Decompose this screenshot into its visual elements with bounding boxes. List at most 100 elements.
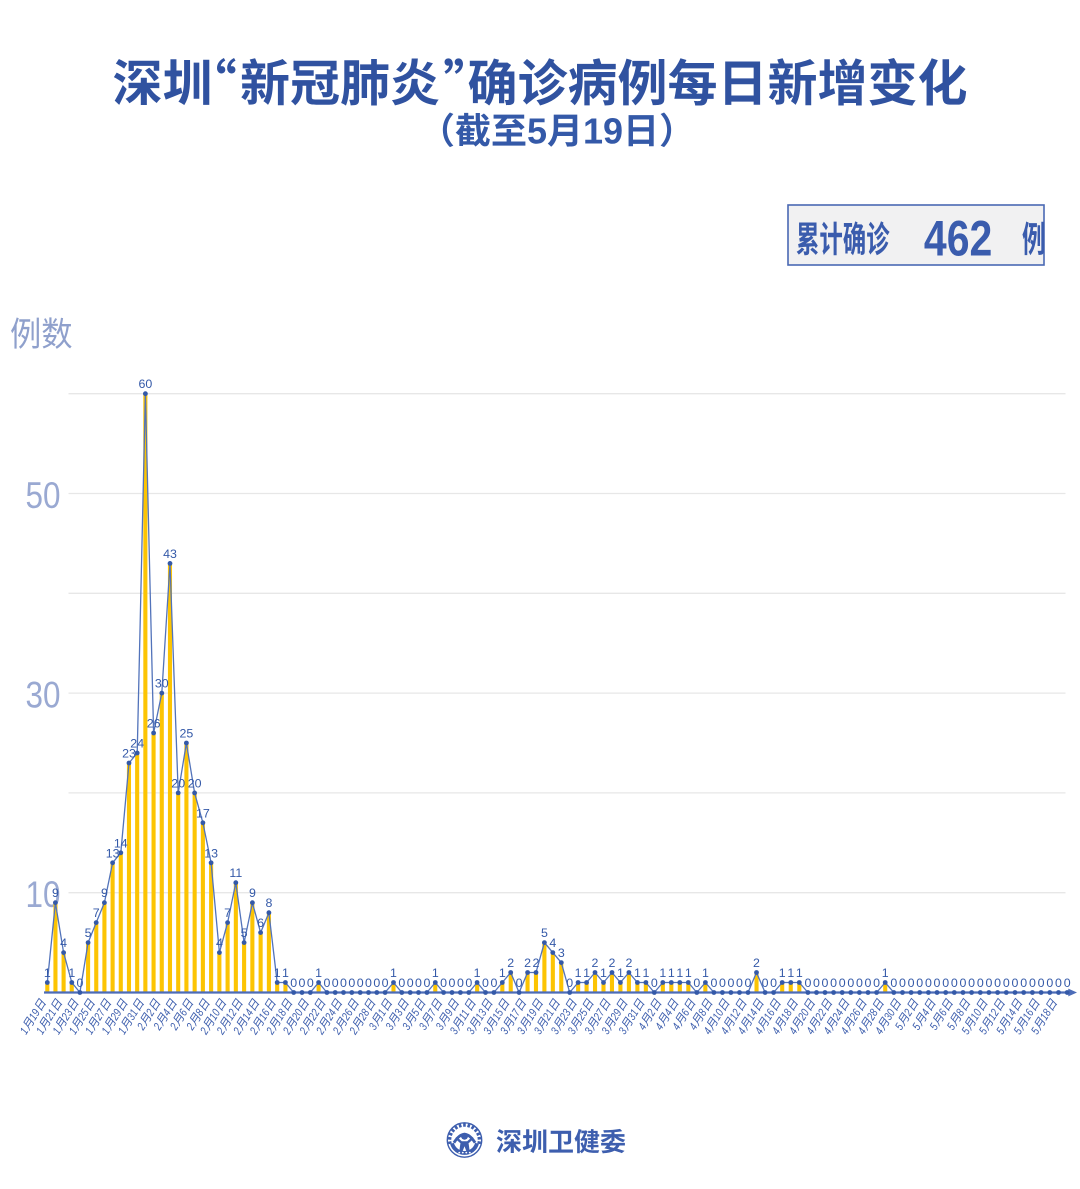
svg-text:4: 4 [735,1025,749,1037]
svg-text:1: 1 [583,966,590,980]
svg-text:1: 1 [659,966,666,980]
svg-text:5: 5 [910,1021,924,1033]
svg-text:0: 0 [865,976,872,990]
svg-text:5: 5 [541,926,548,940]
svg-text:1: 1 [315,966,322,980]
svg-text:2: 2 [507,956,514,970]
svg-text:5: 5 [241,926,248,940]
svg-text:5: 5 [945,1021,959,1033]
svg-text:0: 0 [373,976,380,990]
svg-text:0: 0 [1055,976,1062,990]
svg-text:3: 3 [383,1021,397,1033]
svg-text:0: 0 [925,976,932,990]
svg-text:0: 0 [960,976,967,990]
svg-text:3: 3 [498,1025,512,1037]
svg-text:1: 1 [600,966,607,980]
svg-text:4: 4 [838,1025,852,1037]
svg-text:3: 3 [481,1025,495,1037]
svg-text:30: 30 [26,675,61,716]
svg-text:0: 0 [415,976,422,990]
svg-text:0: 0 [1003,976,1010,990]
svg-text:1: 1 [18,1026,32,1037]
svg-text:1: 1 [575,966,582,980]
svg-text:20: 20 [188,776,202,790]
svg-text:1: 1 [474,966,481,980]
svg-text:5: 5 [893,1021,907,1033]
svg-text:25: 25 [180,727,194,741]
svg-text:5: 5 [527,111,547,152]
svg-text:4: 4 [687,1021,701,1033]
svg-text:3: 3 [366,1021,380,1033]
svg-text:4: 4 [670,1021,684,1033]
svg-text:1: 1 [282,966,289,980]
svg-text:8: 8 [696,1007,710,1019]
svg-text:19: 19 [583,111,623,152]
svg-text:4: 4 [873,1025,887,1037]
svg-text:6: 6 [679,1007,693,1019]
svg-text:0: 0 [985,976,992,990]
svg-text:2: 2 [609,956,616,970]
svg-text:1: 1 [67,1026,81,1037]
svg-text:4: 4 [718,1025,732,1037]
svg-text:0: 0 [968,976,975,990]
svg-text:1: 1 [685,966,692,980]
svg-text:7: 7 [224,906,231,920]
svg-text:0: 0 [813,976,820,990]
svg-text:0: 0 [736,976,743,990]
svg-text:0: 0 [856,976,863,990]
svg-text:6: 6 [936,1007,950,1019]
svg-text:0: 0 [762,976,769,990]
svg-text:0: 0 [934,976,941,990]
svg-text:0: 0 [332,976,339,990]
svg-text:0: 0 [1046,976,1053,990]
svg-text:1: 1 [634,966,641,980]
svg-text:1: 1 [796,966,803,980]
svg-text:9: 9 [442,1007,456,1019]
svg-text:6: 6 [177,1007,191,1019]
svg-text:3: 3 [599,1025,613,1037]
svg-text:0: 0 [804,976,811,990]
svg-text:5: 5 [409,1007,423,1019]
svg-text:5: 5 [994,1025,1008,1037]
svg-text:0: 0 [951,976,958,990]
svg-text:9: 9 [249,886,256,900]
svg-text:5: 5 [85,926,92,940]
svg-text:8: 8 [193,1007,207,1019]
svg-text:0: 0 [873,976,880,990]
svg-text:17: 17 [196,806,210,820]
svg-text:1: 1 [116,1026,130,1037]
svg-text:0: 0 [693,976,700,990]
svg-text:3: 3 [515,1025,529,1037]
svg-text:3: 3 [616,1025,630,1037]
svg-text:0: 0 [482,976,489,990]
svg-text:1: 1 [50,1026,64,1037]
svg-text:1: 1 [44,966,51,980]
svg-text:1: 1 [274,966,281,980]
svg-text:0: 0 [719,976,726,990]
svg-text:4: 4 [821,1025,835,1037]
svg-text:0: 0 [340,976,347,990]
svg-text:1: 1 [668,966,675,980]
svg-text:0: 0 [899,976,906,990]
svg-text:0: 0 [490,976,497,990]
svg-text:1: 1 [617,966,624,980]
svg-text:24: 24 [130,737,144,751]
svg-text:1: 1 [432,966,439,980]
svg-text:3: 3 [464,1025,478,1037]
svg-text:50: 50 [26,476,61,517]
svg-text:0: 0 [465,976,472,990]
svg-text:1: 1 [779,966,786,980]
svg-text:0: 0 [1064,976,1071,990]
svg-text:2: 2 [533,956,540,970]
svg-text:5: 5 [927,1021,941,1033]
svg-text:4: 4 [770,1025,784,1037]
svg-text:1: 1 [702,966,709,980]
svg-text:0: 0 [449,976,456,990]
svg-text:0: 0 [76,976,83,990]
svg-text:0: 0 [290,976,297,990]
svg-text:0: 0 [299,976,306,990]
svg-text:0: 0 [890,976,897,990]
svg-text:0: 0 [839,976,846,990]
svg-text:7: 7 [93,906,100,920]
svg-text:2: 2 [625,956,632,970]
